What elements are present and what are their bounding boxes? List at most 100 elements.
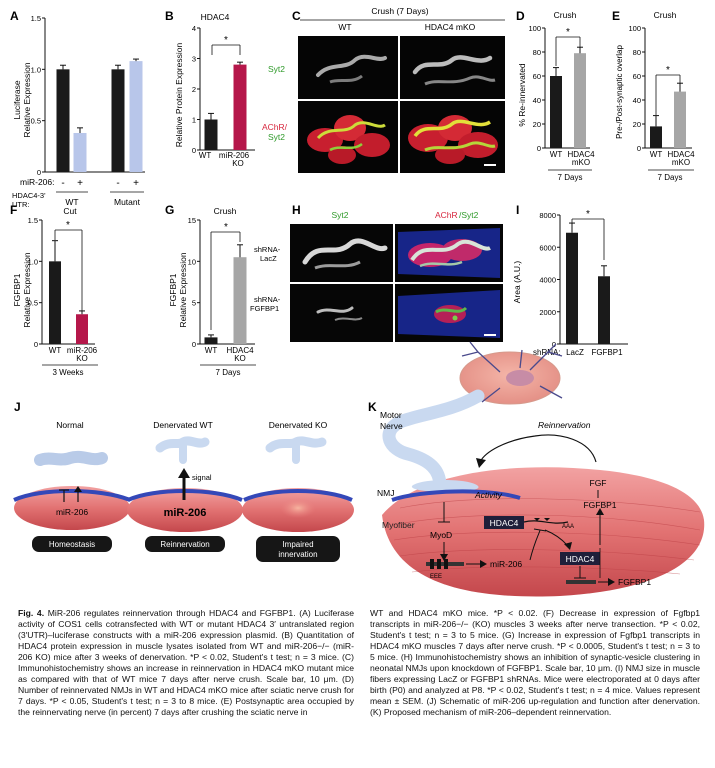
- panel-f-xlabel-ko: KO: [76, 354, 88, 363]
- panel-h-col-syt2b: /Syt2: [459, 210, 479, 220]
- panel-d-footer: 7 Days: [558, 173, 583, 182]
- panel-d-ytick-label: 100: [528, 24, 541, 33]
- panel-a-letter: A: [10, 9, 19, 23]
- panel-d-bar-1: [550, 76, 562, 148]
- panel-k: Motor Nerve NMJ Activity Reinnervation F…: [377, 341, 705, 597]
- panel-b-ytick-label: 4: [192, 24, 196, 33]
- panel-h-letter: H: [292, 203, 301, 217]
- panel-c-row1-label: Syt2: [268, 64, 285, 74]
- panel-j-dko-core: [280, 498, 316, 518]
- panel-f-xlabel-mir: miR-206: [67, 346, 98, 355]
- caption-left-text: MiR-206 regulates reinnervation through …: [18, 608, 354, 718]
- panel-a-bar-2: [73, 132, 87, 172]
- panel-k-fgf: FGF: [590, 478, 607, 488]
- panel-c-scalebar: [484, 164, 496, 166]
- panel-a-utr-2: UTR:: [12, 200, 30, 209]
- panel-a-ytick-label: 0.5: [31, 117, 41, 126]
- panel-k-letter: K: [368, 400, 377, 414]
- panel-b: HDAC4 Relative Protein Expression 01234 …: [174, 12, 255, 168]
- panel-j-normal-nerve: [34, 450, 108, 466]
- panel-k-motor-1: Motor: [380, 410, 402, 420]
- panel-i-bar-1: [566, 232, 578, 344]
- panel-g-letter: G: [165, 203, 174, 217]
- panel-h-lacz-merge-signal: [408, 239, 491, 268]
- panel-f-xlabel-wt: WT: [49, 346, 62, 355]
- panel-j-box-reinnervation-text: Reinnervation: [160, 540, 209, 549]
- panel-j-box-impaired-text-1: Impaired: [282, 540, 313, 549]
- panel-c-row2-label-a: AChR/: [262, 122, 288, 132]
- panel-a-sign-4: +: [133, 178, 139, 189]
- panel-g-footer: 7 Days: [216, 368, 241, 377]
- panel-c-wt-syt2-signal-2: [329, 74, 363, 84]
- panel-g-sig: *: [224, 222, 228, 233]
- panel-h-row2-2: FGFBP1: [250, 304, 279, 313]
- panel-k-nmj-line: [391, 489, 521, 502]
- panel-a-sign-2: +: [77, 178, 83, 189]
- panel-k-myod-arrowhead: [440, 554, 448, 561]
- caption-left: Fig. 4. MiR-206 regulates reinnervation …: [18, 608, 354, 718]
- panel-k-fgfbp1-top: FGFBP1: [583, 500, 616, 510]
- panel-g-xlabel-hdac4: HDAC4: [226, 346, 254, 355]
- panel-h: Syt2 AChR /Syt2 shRNA- LacZ shRNA- FGFBP…: [250, 210, 503, 342]
- panel-a-ylabel-1: Luciferase: [12, 80, 22, 119]
- panel-k-mrna-line: [523, 520, 569, 524]
- panel-b-xlabel-wt: WT: [199, 151, 212, 160]
- panel-j-dwt-signal-arrowhead: [178, 468, 190, 478]
- panel-e-bar-1: [650, 126, 662, 148]
- panel-j: Normal miR-206 Homeostasis Denervated WT…: [13, 420, 354, 562]
- panel-h-lacz-syt2-signal: [302, 238, 388, 265]
- panel-d-xlabel-hdac4: HDAC4: [567, 150, 595, 159]
- panel-k-mir-inhib-bar: [533, 528, 547, 532]
- panel-b-title: HDAC4: [201, 12, 230, 22]
- panel-i-ytick-label: 0: [552, 340, 556, 349]
- panel-h-row1-1: shRNA-: [254, 245, 281, 254]
- panel-b-sig: *: [224, 35, 228, 46]
- panel-e-ylabel: Pre-/Post-synaptic overlap: [615, 45, 624, 139]
- caption-fig-label: Fig. 4.: [18, 608, 45, 618]
- panel-c-mko-syt2-signal: [412, 55, 493, 75]
- panel-h-fgfbp1-syt2-signal-2: [334, 317, 363, 321]
- panel-c-wt-merge-signal: [307, 115, 390, 164]
- panel-i-letter: I: [516, 203, 519, 217]
- panel-e-xlabel-mko: mKO: [672, 158, 690, 167]
- panel-k-eee: EEE: [430, 574, 442, 580]
- panel-f-ylabel-2: Relative Expression: [22, 252, 32, 327]
- panel-c-img-wt-syt2: [298, 36, 398, 99]
- panel-g-xlabel-ko: KO: [234, 354, 246, 363]
- panel-g-bar-1: [204, 337, 218, 344]
- panel-f-sig: *: [66, 220, 70, 231]
- panel-d-sig: *: [566, 27, 570, 38]
- panel-k-hdac4-protein-box: [560, 552, 600, 565]
- panel-d-ytick-label: 60: [533, 72, 541, 81]
- panel-b-ytick-label: 2: [192, 85, 196, 94]
- panel-k-myofiber: Myofiber: [382, 520, 415, 530]
- panel-k-reinnervation: Reinnervation: [538, 420, 591, 430]
- panel-h-row1-2: LacZ: [260, 254, 277, 263]
- panel-g-bar-2: [233, 257, 247, 344]
- panel-e-ytick-label: 80: [633, 48, 641, 57]
- panel-d-xlabel-mko: mKO: [572, 158, 590, 167]
- panel-f: Cut FGFBP1 Relative Expression 0 0.5 1.0 1.…: [12, 206, 98, 377]
- panel-h-row2-1: shRNA-: [254, 295, 281, 304]
- panel-b-ytick-label: 3: [192, 55, 196, 64]
- panel-j-dko-label: Denervated KO: [269, 420, 328, 430]
- panel-j-box-impaired-text-2: innervation: [278, 550, 317, 559]
- panel-b-xlabel-ko: KO: [232, 159, 244, 168]
- panel-g-ytick-label: 5: [192, 299, 196, 308]
- panel-h-img-lacz-syt2: [290, 224, 393, 282]
- panel-j-dwt-label: Denervated WT: [153, 420, 213, 430]
- panel-i-sig: *: [586, 209, 590, 220]
- panel-i-ytick-label: 8000: [539, 211, 556, 220]
- panel-f-letter: F: [10, 203, 17, 217]
- panel-c-mko-syt2-signal-2: [424, 75, 496, 86]
- panel-g-title: Crush: [214, 206, 237, 216]
- panel-e-letter: E: [612, 9, 620, 23]
- panel-k-mrna-marks: [534, 518, 550, 521]
- panel-i-ytick-label: 6000: [539, 243, 556, 252]
- panel-k-motor-2: Nerve: [380, 421, 403, 431]
- panel-k-axon: [382, 389, 485, 493]
- panel-b-bar-1: [204, 119, 218, 150]
- panel-k-mir-inhib-line: [529, 529, 541, 561]
- panel-j-dko-nmj: [243, 489, 353, 502]
